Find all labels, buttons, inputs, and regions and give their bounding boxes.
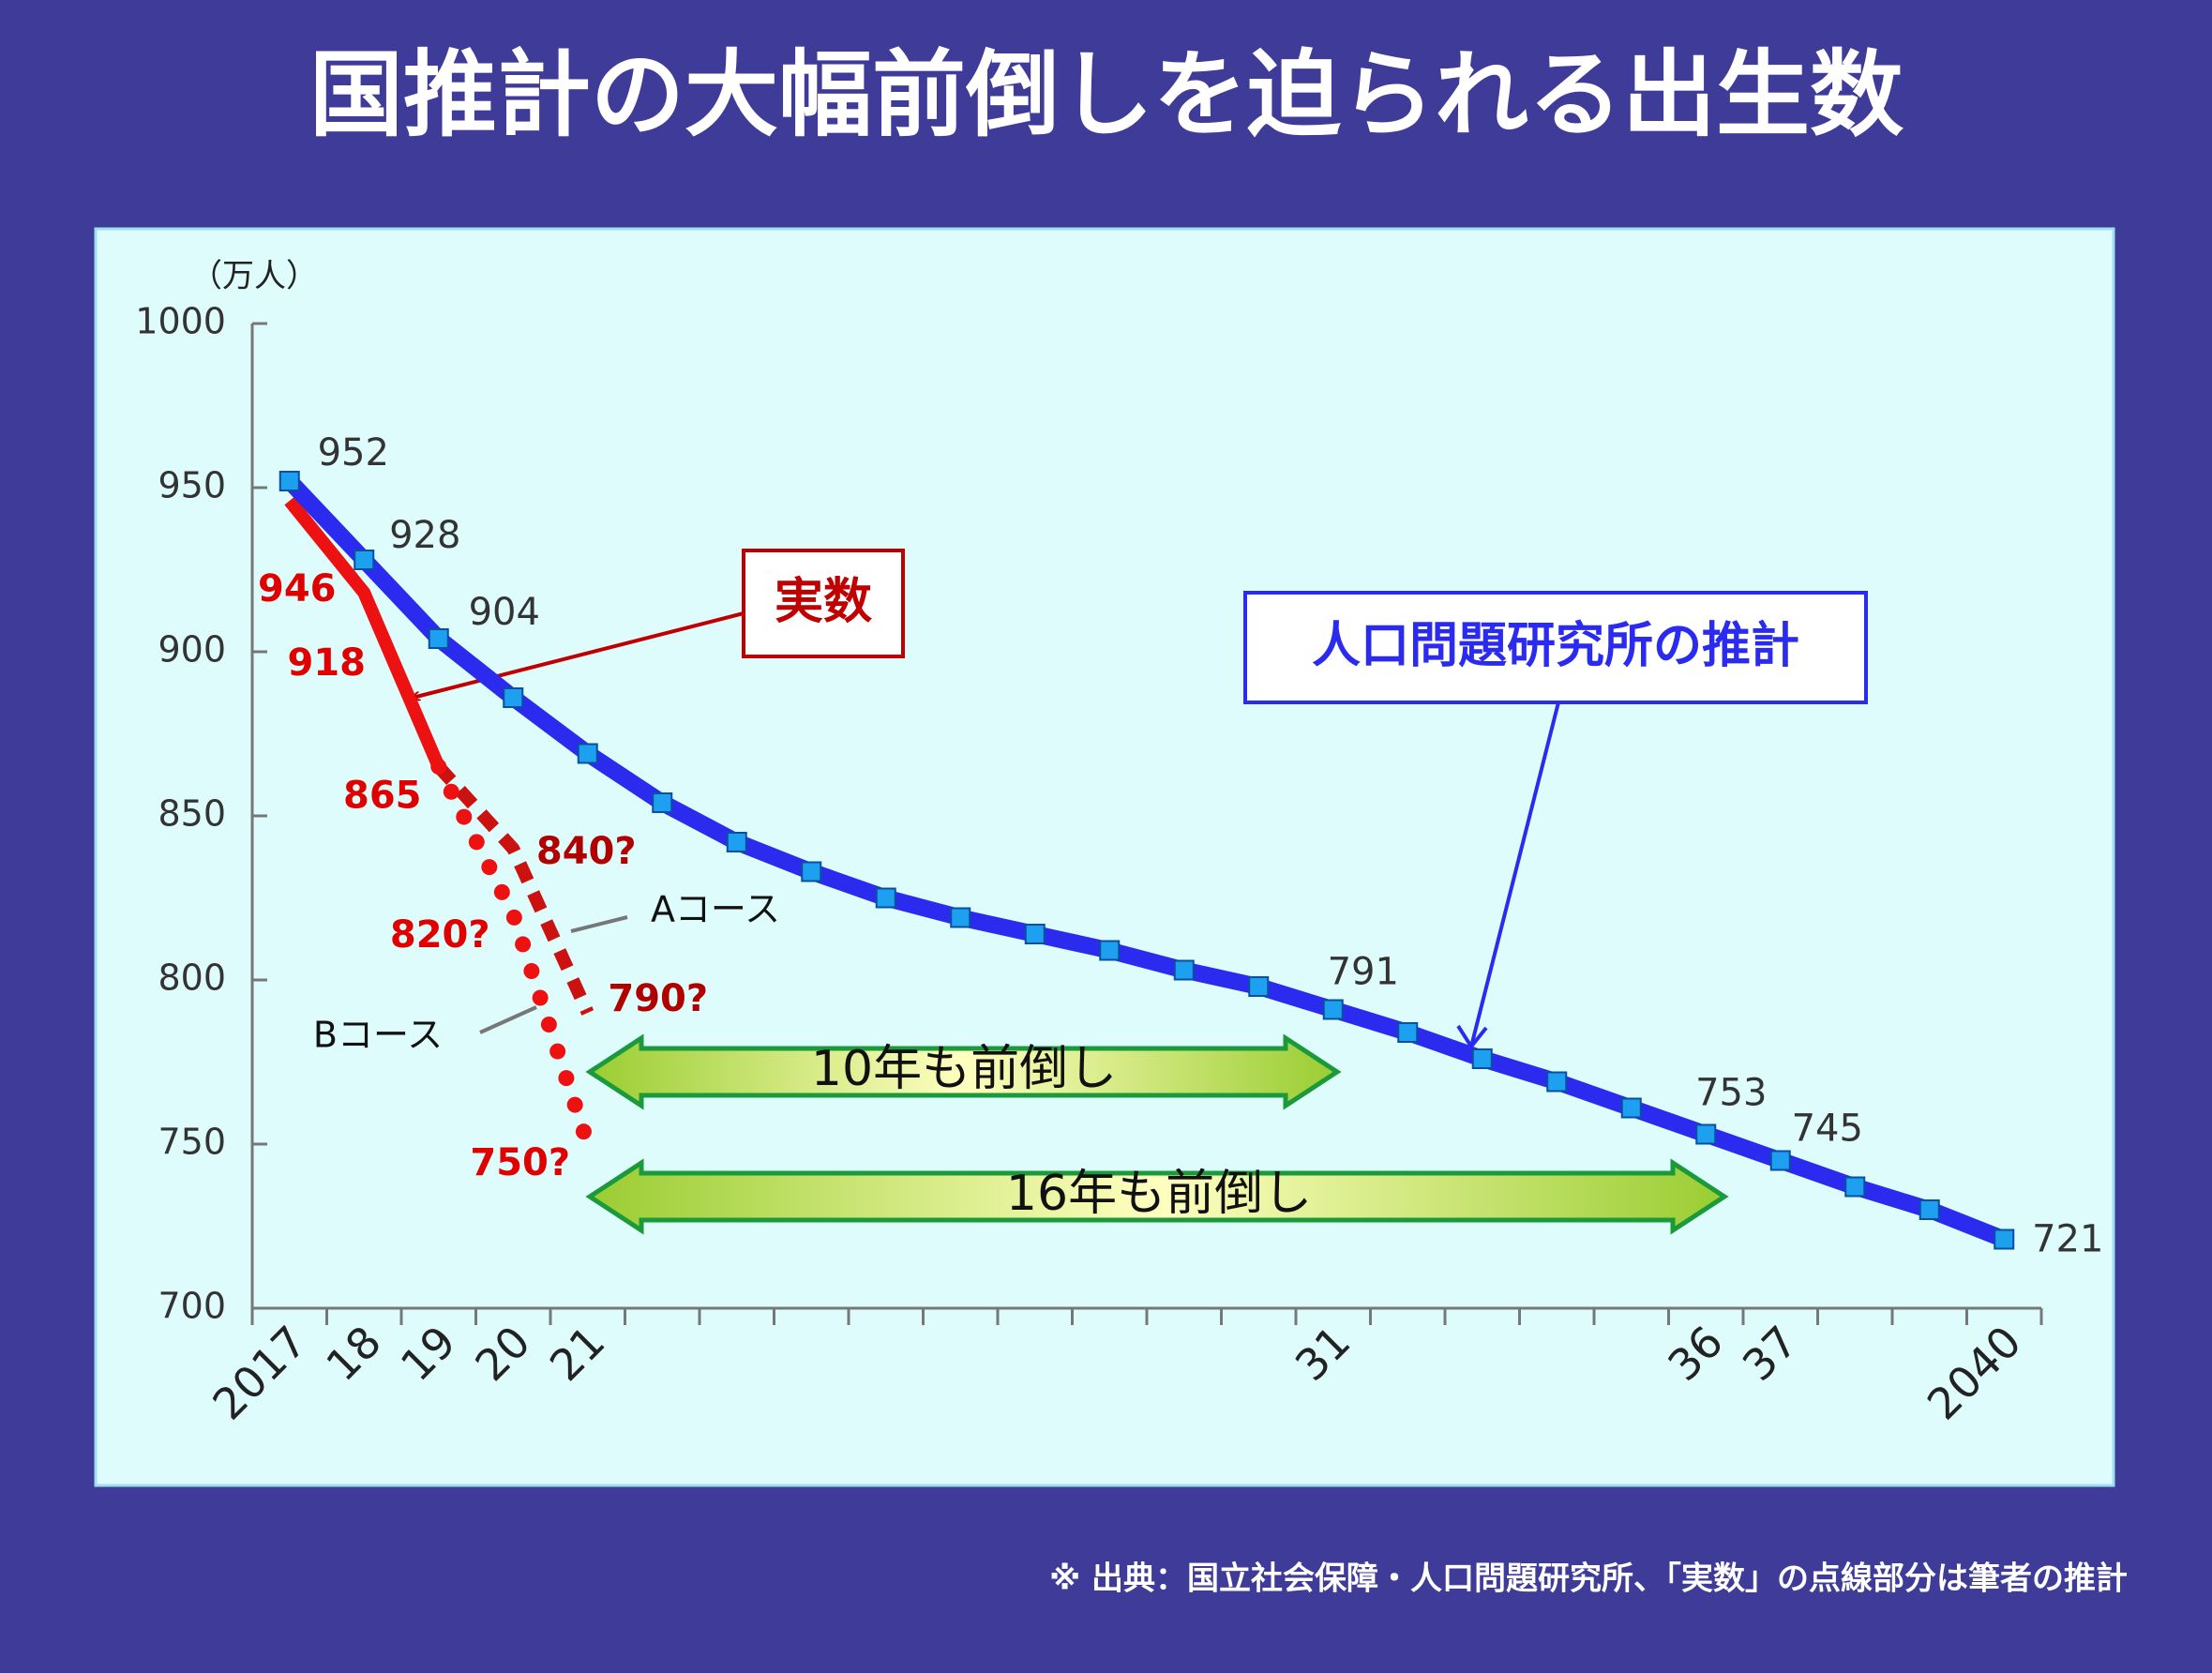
marker bbox=[1546, 1071, 1568, 1093]
y-tick-label: 900 bbox=[158, 629, 226, 671]
marker bbox=[1769, 1150, 1791, 1171]
series-line bbox=[430, 759, 596, 1153]
data-label: 753 bbox=[1695, 1072, 1767, 1115]
marker bbox=[577, 743, 598, 764]
y-tick-label: 1000 bbox=[135, 301, 226, 342]
legend-label: Aコース bbox=[651, 889, 780, 930]
marker bbox=[726, 832, 747, 852]
y-unit: （万人） bbox=[190, 258, 318, 295]
callout-arrow bbox=[1469, 701, 1560, 1048]
plot-panel bbox=[94, 227, 2115, 1487]
data-label: 918 bbox=[288, 641, 367, 685]
chart-title: 国推計の大幅前倒しを迫られる出生数 bbox=[309, 39, 1904, 149]
series-line bbox=[433, 761, 594, 1016]
marker bbox=[1099, 940, 1121, 961]
data-label: 865 bbox=[343, 775, 422, 818]
series-line bbox=[283, 475, 2008, 1247]
legend-label: Bコース bbox=[313, 1015, 443, 1056]
series-line bbox=[284, 496, 445, 770]
callout-box bbox=[1243, 591, 1868, 704]
marker bbox=[652, 792, 673, 813]
data-label: 791 bbox=[1328, 951, 1399, 994]
marker bbox=[1024, 924, 1046, 944]
marker bbox=[1994, 1228, 2015, 1250]
marker bbox=[801, 861, 822, 882]
callout-box bbox=[742, 549, 905, 658]
data-label: 904 bbox=[469, 591, 540, 634]
marker bbox=[1322, 999, 1344, 1020]
data-label: 790? bbox=[608, 977, 708, 1020]
marker bbox=[1173, 959, 1195, 981]
marker bbox=[1695, 1123, 1717, 1145]
data-label: 946 bbox=[258, 567, 337, 610]
data-label: 745 bbox=[1792, 1108, 1863, 1151]
arrow-16 bbox=[585, 1158, 1729, 1235]
y-tick-label: 950 bbox=[158, 465, 226, 506]
y-tick-label: 800 bbox=[158, 957, 226, 999]
marker bbox=[875, 887, 896, 909]
leader-line bbox=[479, 1005, 537, 1034]
data-label: 721 bbox=[2032, 1218, 2103, 1261]
source-note: ※ 出典：国立社会保障・人口問題研究所、「実数」の点線部分は筆者の推計 bbox=[1049, 1560, 2128, 1598]
marker bbox=[1919, 1199, 1940, 1220]
legend-label: 人口問題研究所の推計 bbox=[1312, 618, 1799, 674]
legend-label: 実数 bbox=[775, 574, 872, 630]
data-label: 820? bbox=[390, 913, 490, 957]
marker bbox=[1397, 1022, 1419, 1043]
data-label: 928 bbox=[389, 514, 460, 557]
marker bbox=[354, 550, 375, 570]
marker bbox=[1844, 1176, 1866, 1198]
data-label: 840? bbox=[536, 830, 637, 873]
annotation: 16年も前倒し bbox=[1006, 1166, 1312, 1222]
marker bbox=[278, 471, 300, 491]
marker bbox=[1248, 976, 1270, 997]
arrow-10 bbox=[585, 1033, 1342, 1110]
annotation: 10年も前倒し bbox=[811, 1041, 1117, 1097]
marker bbox=[503, 687, 524, 708]
range-arrows: 10年も前倒し 16年も前倒し bbox=[585, 1033, 1729, 1235]
callout-arrow bbox=[413, 611, 745, 698]
leader-line bbox=[570, 915, 628, 933]
marker bbox=[950, 907, 971, 928]
marker bbox=[428, 628, 449, 649]
y-tick-label: 750 bbox=[158, 1122, 226, 1163]
data-label: 750? bbox=[470, 1141, 570, 1184]
marker bbox=[1620, 1097, 1642, 1119]
y-tick-label: 850 bbox=[158, 793, 226, 835]
y-tick-label: 700 bbox=[158, 1286, 226, 1327]
marker bbox=[1471, 1048, 1493, 1069]
data-label: 952 bbox=[318, 431, 389, 475]
